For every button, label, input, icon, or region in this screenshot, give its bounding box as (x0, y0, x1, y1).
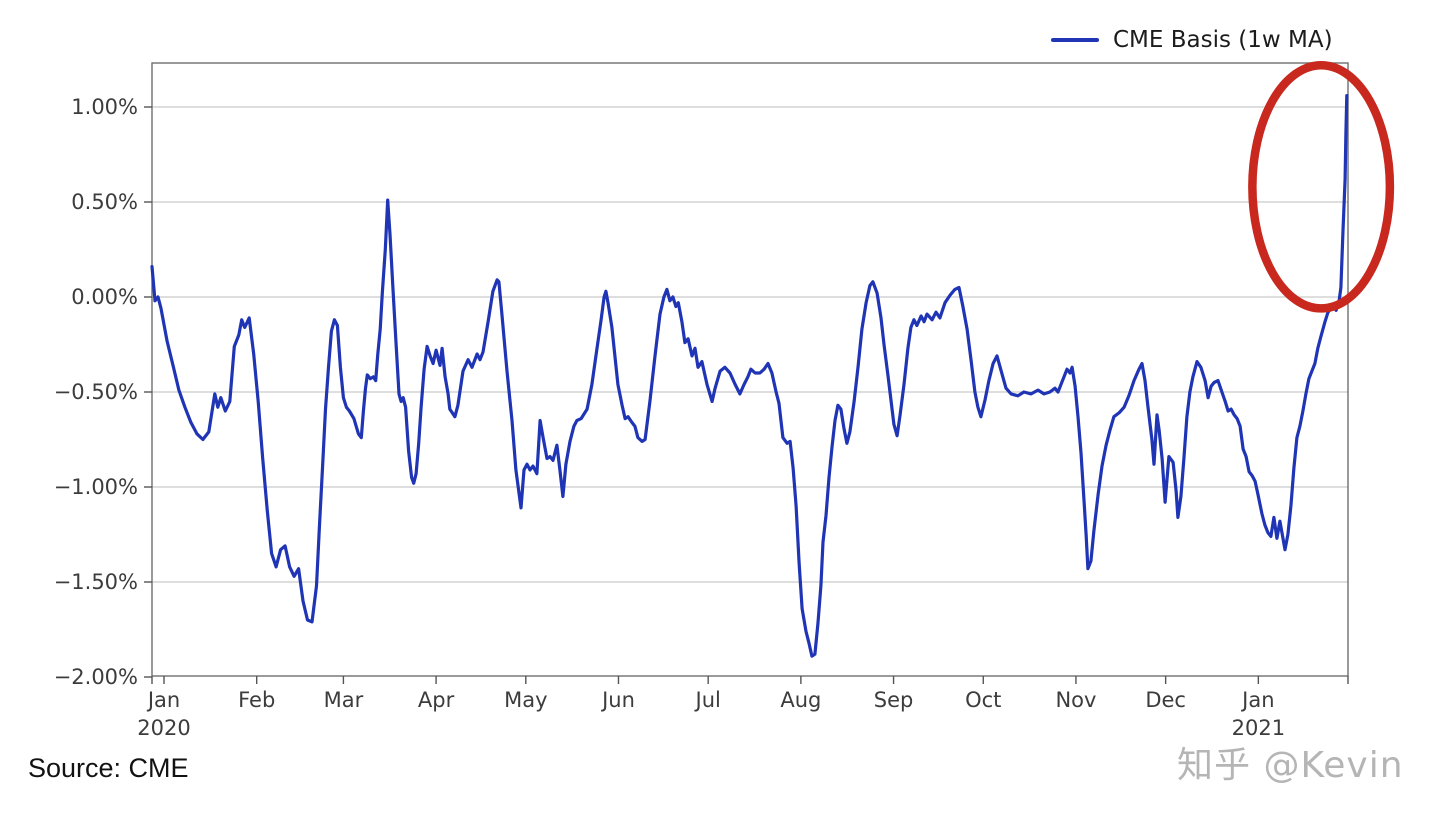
x-tick-label: Aug (780, 688, 821, 712)
legend: CME Basis (1w MA) (1051, 27, 1333, 53)
legend-line-swatch (1051, 38, 1099, 42)
x-tick-label: Jan (146, 688, 180, 712)
plot-border (151, 62, 1349, 677)
cme-basis-line (150, 94, 1349, 658)
x-tick-label: Jun (600, 688, 635, 712)
y-tick-label: −2.00% (54, 665, 138, 689)
watermark: 知乎 @Kevin (1177, 745, 1404, 786)
y-tick-label: 0.50% (71, 190, 138, 214)
x-tick-year-label: 2021 (1232, 716, 1285, 740)
highlight-circle-annotation (1248, 60, 1395, 313)
x-tick-year-label: 2020 (137, 716, 190, 740)
y-tick-label: 1.00% (71, 95, 138, 119)
x-tick-label: Jan (1240, 688, 1274, 712)
y-tick-label: −1.50% (54, 570, 138, 594)
source-note: Source: CME (28, 753, 189, 783)
x-tick-label: Apr (418, 688, 455, 712)
x-tick-label: Nov (1055, 688, 1096, 712)
x-tick-label: Feb (238, 688, 275, 712)
x-tick-label: Jul (694, 688, 721, 712)
y-tick-label: −1.00% (54, 475, 138, 499)
y-tick-label: 0.00% (71, 285, 138, 309)
x-tick-label: Mar (324, 688, 364, 712)
legend-label: CME Basis (1w MA) (1113, 27, 1333, 53)
y-tick-label: −0.50% (54, 380, 138, 404)
x-tick-label: May (504, 688, 547, 712)
x-tick-label: Dec (1145, 688, 1186, 712)
x-tick-label: Oct (965, 688, 1001, 712)
x-tick-label: Sep (874, 688, 914, 712)
